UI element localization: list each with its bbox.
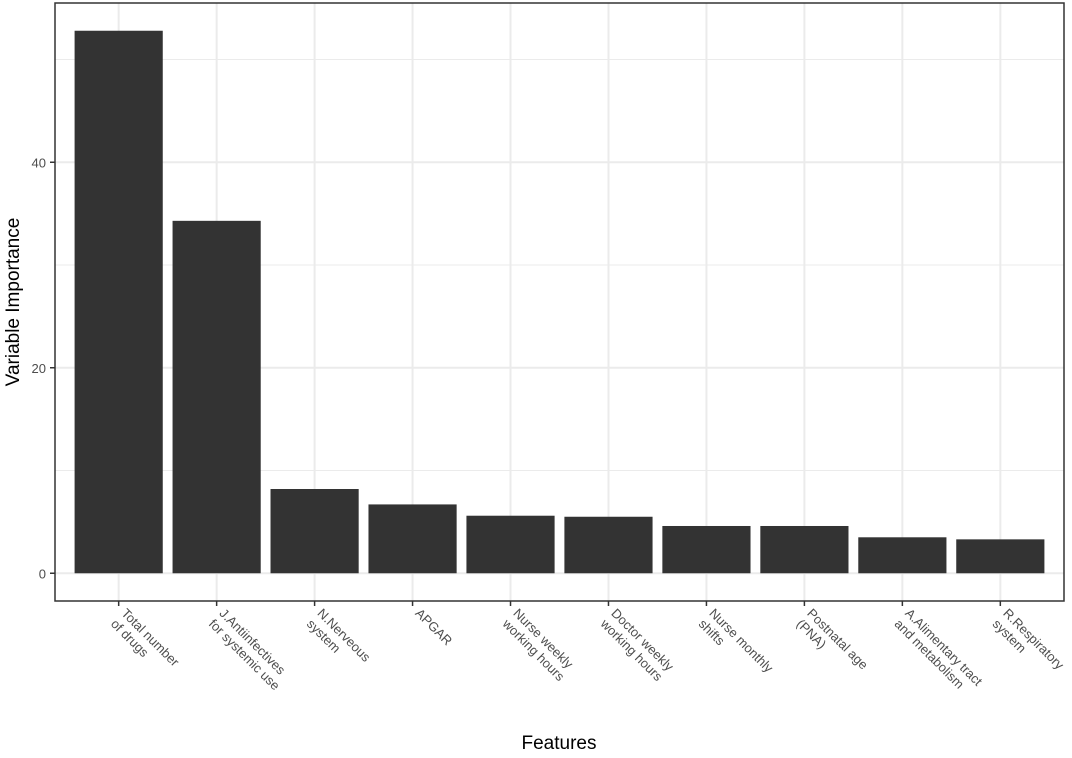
- y-axis-title: Variable Importance: [3, 218, 24, 387]
- x-tick-label: N.Nerveoussystem: [304, 606, 374, 676]
- grid: [55, 3, 1064, 601]
- x-tick-label: Nurse monthlyshifts: [696, 606, 777, 687]
- y-tick-label: 0: [39, 566, 46, 581]
- x-axis: Total numberof drugs J.Antiinfectivesfor …: [108, 601, 1068, 700]
- x-tick-label: APGAR: [412, 606, 455, 649]
- bar: [760, 525, 849, 574]
- y-tick-label: 40: [32, 155, 46, 170]
- bar: [368, 504, 457, 574]
- bars: [74, 30, 1045, 574]
- x-tick-label: Postnatal age(PNA): [794, 606, 871, 683]
- x-tick-label: Total numberof drugs: [108, 606, 183, 681]
- panel-border: [54, 2, 1065, 602]
- bar: [270, 489, 359, 574]
- x-tick-label: Doctor weeklyworking hours: [597, 605, 677, 685]
- x-tick-label: R.Respiratorysystem: [990, 606, 1068, 684]
- y-tick-label: 20: [32, 361, 46, 376]
- x-tick-label-line: APGAR: [412, 606, 455, 649]
- bar: [956, 539, 1045, 574]
- bar: [858, 537, 947, 574]
- bar: [564, 516, 653, 574]
- x-tick-label: J.Antiinfectivesfor systemic use: [206, 606, 294, 694]
- bar: [466, 515, 555, 574]
- bar: [662, 525, 751, 574]
- bar: [172, 220, 261, 574]
- bar: [74, 30, 163, 574]
- x-tick-label: Nurse weeklyworking hours: [499, 605, 578, 684]
- x-axis-title: Features: [522, 733, 597, 754]
- x-tick-label: A.Alimentary tractand metabolism: [892, 606, 986, 700]
- y-axis: 0 20 40: [32, 155, 55, 581]
